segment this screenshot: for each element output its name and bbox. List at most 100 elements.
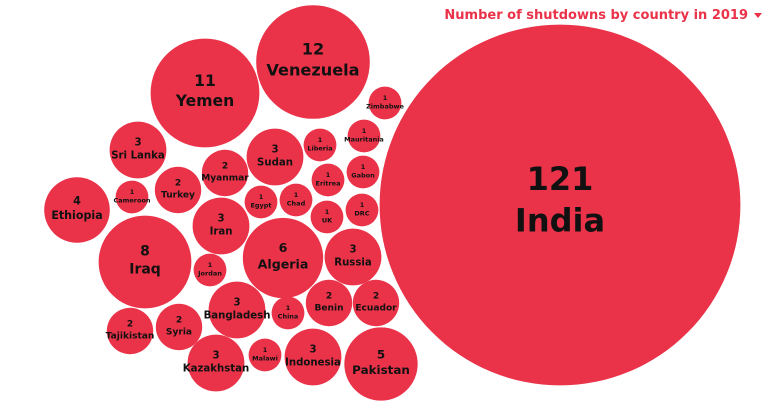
bubble [192,197,250,255]
bubble-value: 2 [373,292,379,302]
bubble-value: 1 [362,127,367,135]
bubble [279,183,313,217]
bubble-label: Turkey [161,190,195,200]
bubble-value: 3 [217,213,224,224]
bubble-label: Malawi [252,355,278,363]
bubble [271,296,305,330]
bubble-label: Mauritania [344,136,384,144]
bubble [155,303,203,351]
bubble-label: Liberia [307,145,332,153]
bubble [311,163,345,197]
bubble-label: Tajikistan [106,331,155,341]
bubble-label: UK [322,217,333,225]
bubble-label: Algeria [258,256,309,271]
bubble-value: 3 [309,344,316,355]
bubble [109,121,167,179]
bubble-value: 121 [527,160,594,198]
bubble [187,334,245,392]
bubble-label: Pakistan [352,363,410,377]
bubble-value: 3 [349,244,356,255]
bubble-value: 3 [212,350,219,361]
bubble-label: Iran [210,227,233,238]
bubble-label: Venezuela [266,60,359,79]
bubble [256,5,370,119]
bubble-label: Kazakhstan [183,364,249,375]
bubble-value: 2 [176,316,182,326]
bubble-label: Russia [334,258,372,269]
bubble-label: Zimbabwe [366,103,404,111]
bubble [150,38,260,148]
bubble [379,24,741,386]
bubble-label: Cameroon [113,197,150,205]
bubble [303,128,337,162]
bubble [115,180,149,214]
bubble-label: DRC [354,210,369,218]
bubble-label: Sri Lanka [111,151,165,162]
bubble-value: 1 [294,191,299,199]
bubble-value: 6 [279,240,288,255]
bubble-label: Gabon [351,172,375,180]
bubble [305,279,353,327]
title-dropdown[interactable]: Number of shutdowns by country in 2019 [444,8,762,23]
bubble [368,86,402,120]
bubble-label: Yemen [175,92,234,110]
bubble [346,155,380,189]
bubble-label: India [515,202,605,240]
bubble-value: 8 [140,244,150,260]
bubble [352,279,400,327]
bubble-label: Bangladesh [204,311,271,322]
bubble-label: Myanmar [201,173,249,183]
bubble [208,281,266,339]
bubble-value: 1 [259,193,264,201]
bubble-value: 2 [175,179,181,189]
bubble [284,328,342,386]
bubble [244,185,278,219]
bubble-label: Ecuador [355,303,397,313]
bubble-value: 1 [286,304,291,312]
bubble-label: Syria [166,327,192,337]
bubble-value: 1 [326,171,331,179]
dropdown-caret[interactable] [754,13,762,18]
bubble [201,149,249,197]
bubble [246,128,304,186]
bubble-label: Eritrea [316,180,341,188]
bubble-value: 1 [325,208,330,216]
bubble-value: 2 [326,292,332,302]
bubble-value: 1 [361,163,366,171]
bubble-label: Jordan [197,270,222,278]
bubble-value: 3 [233,297,240,308]
bubble-label: Iraq [129,262,160,278]
bubble-value: 12 [302,39,324,58]
bubble-value: 1 [360,201,365,209]
bubble-label: Chad [287,200,306,208]
bubble-value: 1 [130,188,135,196]
bubble [193,253,227,287]
bubble-value: 3 [271,144,278,155]
bubble [242,217,324,299]
bubble [344,327,418,401]
bubble [345,193,379,227]
bubble [154,166,202,214]
bubble-value: 1 [208,261,213,269]
bubble-label: Benin [314,303,343,313]
chart-title: Number of shutdowns by country in 2019 [444,8,748,23]
bubble-value: 1 [383,94,388,102]
bubble-value: 2 [222,162,228,172]
bubble-label: Egypt [250,202,271,210]
bubble-label: China [278,313,299,321]
bubble-label: Sudan [257,158,293,169]
bubble-value: 3 [134,137,141,148]
bubble-value: 4 [73,195,81,208]
bubble-value: 2 [127,320,133,330]
bubble-value: 5 [377,348,385,362]
bubble-label: Ethiopia [51,209,102,222]
bubble [248,338,282,372]
bubble-value: 11 [194,72,216,90]
bubble [310,200,344,234]
bubble [98,215,192,309]
bubble-label: Indonesia [285,358,341,369]
bubble [324,228,382,286]
bubble [44,177,110,243]
